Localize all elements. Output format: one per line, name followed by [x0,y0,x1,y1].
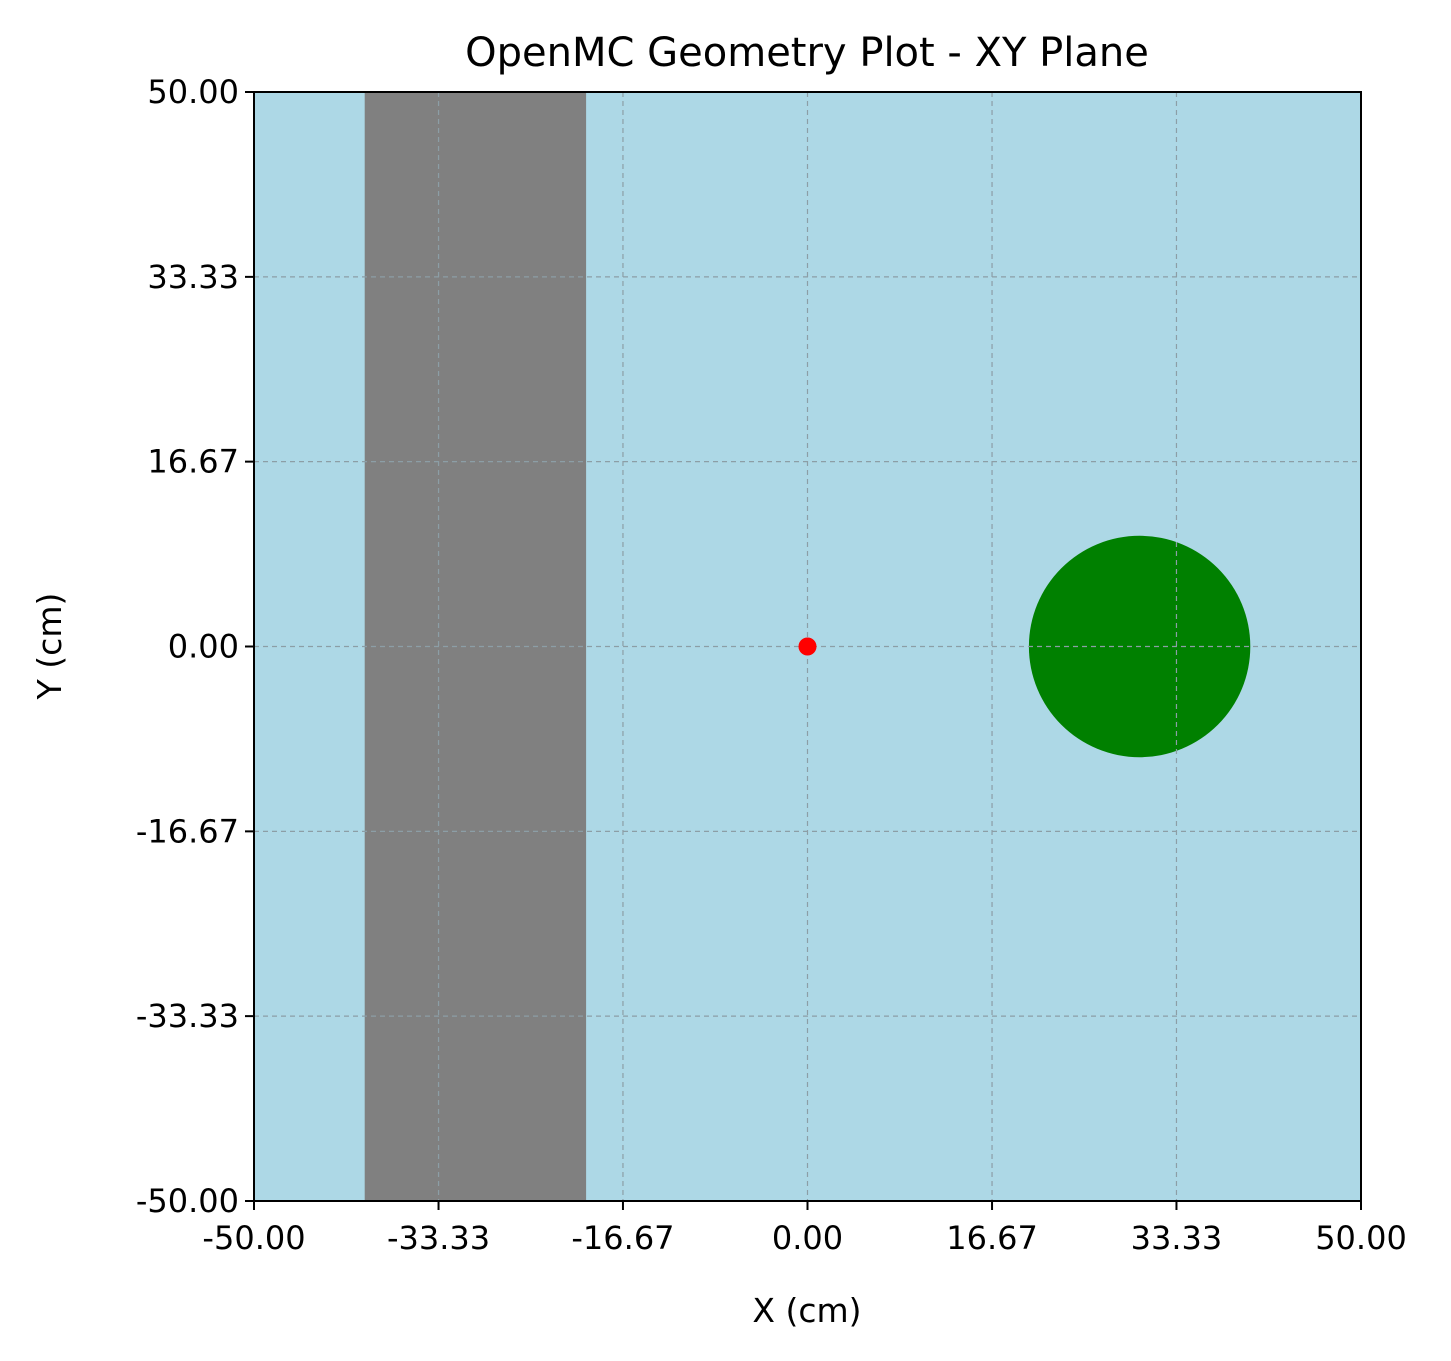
x-tick-label: 0.00 [772,1219,843,1257]
plot-area [254,92,1361,1201]
x-tick-label: -33.33 [387,1219,490,1257]
grid-lines [254,92,1361,1201]
chart-title: OpenMC Geometry Plot - XY Plane [465,30,1149,76]
x-tick-label: 16.67 [946,1219,1038,1257]
x-tick-label: -50.00 [202,1219,305,1257]
x-tick-label: 33.33 [1131,1219,1223,1257]
y-tick-label: 0.00 [168,628,239,666]
y-tick-label: -16.67 [136,812,239,850]
x-tick-label: 50.00 [1315,1219,1407,1257]
x-tick-label: -16.67 [571,1219,674,1257]
y-tick-label: -50.00 [136,1182,239,1220]
y-tick-label: 16.67 [147,443,239,481]
y-tick-label: -33.33 [136,997,239,1035]
y-tick-label: 33.33 [147,258,239,296]
y-axis-ticks: -50.00 -33.33 -16.67 0.00 16.67 33.33 50.00 [136,73,254,1220]
y-tick-label: 50.00 [147,73,239,111]
x-axis-ticks: -50.00 -33.33 -16.67 0.00 16.67 33.33 50.00 [202,1201,1407,1257]
source-point-marker [798,637,817,656]
x-axis-label: X (cm) [752,1291,861,1330]
y-axis-label: Y (cm) [30,593,69,701]
